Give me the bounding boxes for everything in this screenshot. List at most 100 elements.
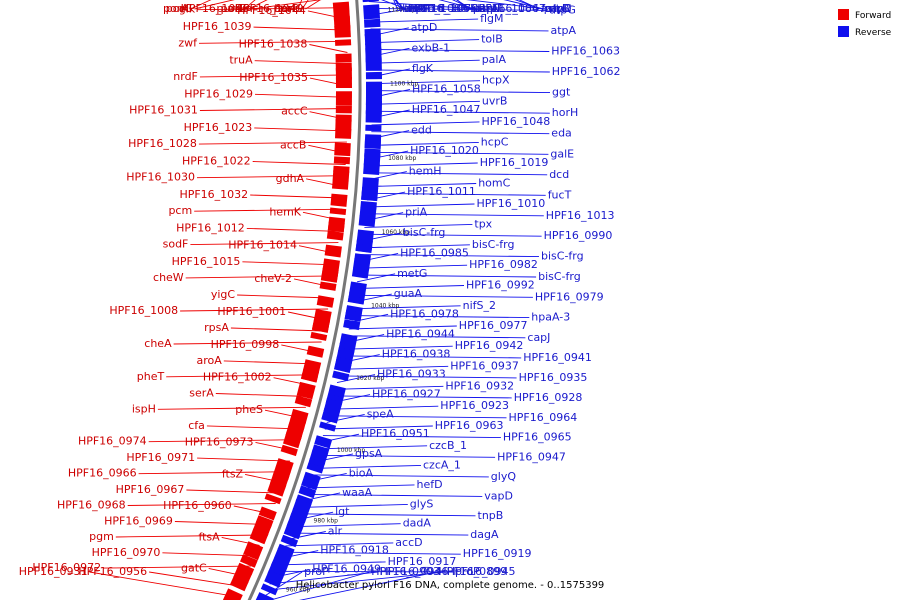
reverse-gene-label: atpA	[551, 24, 577, 37]
reverse-gene-label: bisC-frg	[403, 226, 446, 239]
forward-gene-label: HPF16_0974	[78, 435, 147, 448]
reverse-gene-label: HPF16_0979	[535, 290, 604, 303]
label-leader-line	[340, 365, 449, 370]
label-leader-line	[364, 223, 473, 228]
forward-gene-label: pheS	[235, 403, 263, 416]
reverse-gene-label: bisC-frg	[472, 238, 515, 251]
reverse-gene-block	[364, 139, 381, 149]
label-leader-line	[309, 44, 348, 53]
forward-gene-label: HPF16_1014	[228, 239, 297, 252]
forward-gene-block	[332, 170, 350, 182]
forward-gene-label: purB	[216, 2, 242, 15]
reverse-gene-label: proP	[455, 565, 480, 578]
label-leader-line	[438, 0, 476, 10]
kbp-tick-label: 1120 kbp	[388, 7, 416, 14]
forward-gene-block	[233, 567, 253, 584]
label-leader-line	[310, 474, 489, 478]
forward-gene-block	[335, 105, 352, 114]
reverse-gene-label: HPF16_0946	[380, 565, 449, 578]
forward-gene-label: HPF16_1030	[126, 171, 195, 184]
label-leader-lines	[89, 0, 551, 600]
reverse-gene-label: slyD	[548, 2, 572, 15]
label-leader-line	[138, 471, 287, 475]
reverse-gene-label: HPF16_0945	[447, 565, 516, 578]
reverse-gene-label: bisC-frg	[541, 250, 584, 263]
reverse-gene-label: HPF16_1067	[477, 2, 546, 15]
reverse-gene-label: capJ	[527, 331, 550, 344]
forward-gene-block	[258, 506, 277, 521]
label-leader-line	[335, 385, 444, 390]
forward-gene-label: HPF16_1049	[235, 2, 304, 15]
map-title: Helicobacter pylori F16 DNA, complete ge…	[296, 580, 605, 591]
reverse-gene-label: HPF16_1063	[551, 45, 620, 58]
reverse-gene-block	[355, 243, 373, 253]
kbp-tick-label: 1080 kbp	[388, 155, 416, 162]
label-leader-line	[306, 484, 415, 489]
reverse-gene-label: HPF16_1047	[412, 103, 481, 116]
forward-gene-block	[335, 77, 352, 88]
forward-gene-label: ftsA	[198, 530, 220, 543]
forward-gene-label: sodF	[163, 238, 189, 251]
label-leader-line	[157, 406, 306, 410]
label-leader-line	[370, 141, 479, 146]
label-leader-line	[206, 425, 300, 430]
label-leader-line	[103, 565, 252, 569]
label-leader-line	[149, 571, 243, 588]
kbp-tick-label: 1100 kbp	[390, 81, 418, 88]
label-leader-line	[368, 1, 477, 10]
reverse-gene-label: HPF16_1065	[408, 2, 477, 15]
reverse-gene-block	[306, 462, 324, 474]
label-leader-line	[269, 571, 370, 600]
forward-gene-label: nrdF	[173, 70, 198, 83]
reverse-gene-label: homC	[478, 177, 510, 190]
forward-gene-block	[264, 493, 282, 505]
reverse-gene-label: exbD-1	[407, 2, 447, 15]
label-leader-line	[336, 374, 376, 384]
reverse-gene-label: HPF16_1010	[477, 197, 546, 210]
reverse-gene-label: HPF16_1058	[412, 82, 481, 95]
label-leader-line	[254, 127, 348, 132]
reverse-gene-block	[359, 205, 377, 219]
forward-gene-label: HPF16_1008	[109, 304, 178, 317]
forward-gene-block	[316, 295, 335, 308]
reverse-gene-block	[351, 267, 369, 279]
reverse-gene-block	[363, 153, 381, 167]
reverse-gene-label: atpF	[479, 2, 503, 15]
label-leader-line	[246, 227, 340, 232]
label-leader-line	[381, 0, 407, 10]
forward-gene-label: pcm	[168, 204, 192, 217]
forward-gene-block	[312, 322, 329, 333]
reverse-gene-label: HPF16_0928	[514, 391, 583, 404]
forward-gene-label: HPF16_1023	[184, 121, 253, 134]
forward-gene-label: pgm	[89, 530, 114, 543]
reverse-gene-block	[332, 370, 350, 382]
reverse-gene-block	[283, 521, 304, 540]
reverse-gene-block	[328, 384, 346, 399]
reverse-gene-label: waaA	[342, 486, 372, 499]
forward-gene-label: yigC	[211, 288, 236, 301]
reverse-gene-label: HPF16_0963	[435, 419, 504, 432]
legend-forward-label: Forward	[855, 11, 891, 21]
reverse-gene-label: HPF16_1013	[546, 209, 615, 222]
reverse-gene-block	[314, 435, 333, 449]
forward-gene-block	[327, 221, 345, 233]
reverse-gene-label: accD	[395, 536, 422, 549]
forward-gene-label: ftsZ	[222, 467, 244, 480]
label-leader-line	[319, 445, 428, 450]
reverse-gene-label: HPF16_0947	[497, 450, 566, 463]
label-leader-line	[274, 570, 454, 573]
forward-gene-block	[319, 281, 337, 291]
label-leader-line	[371, 100, 480, 105]
reverse-gene-label: flgM	[480, 12, 503, 25]
label-leader-line	[282, 551, 461, 555]
reverse-gene-label: nifS_2	[463, 299, 496, 312]
forward-gene-label: HPF16_0966	[68, 467, 137, 480]
forward-gene-label: HPF16_0967	[116, 483, 185, 496]
forward-gene-label: HPF16_1012	[176, 221, 245, 234]
forward-gene-label: truA	[229, 54, 253, 67]
forward-gene-label: ispH	[132, 402, 156, 415]
label-leader-line	[197, 7, 346, 11]
reverse-gene-label: HPF16_0933	[377, 368, 446, 381]
label-leader-line	[355, 285, 465, 289]
